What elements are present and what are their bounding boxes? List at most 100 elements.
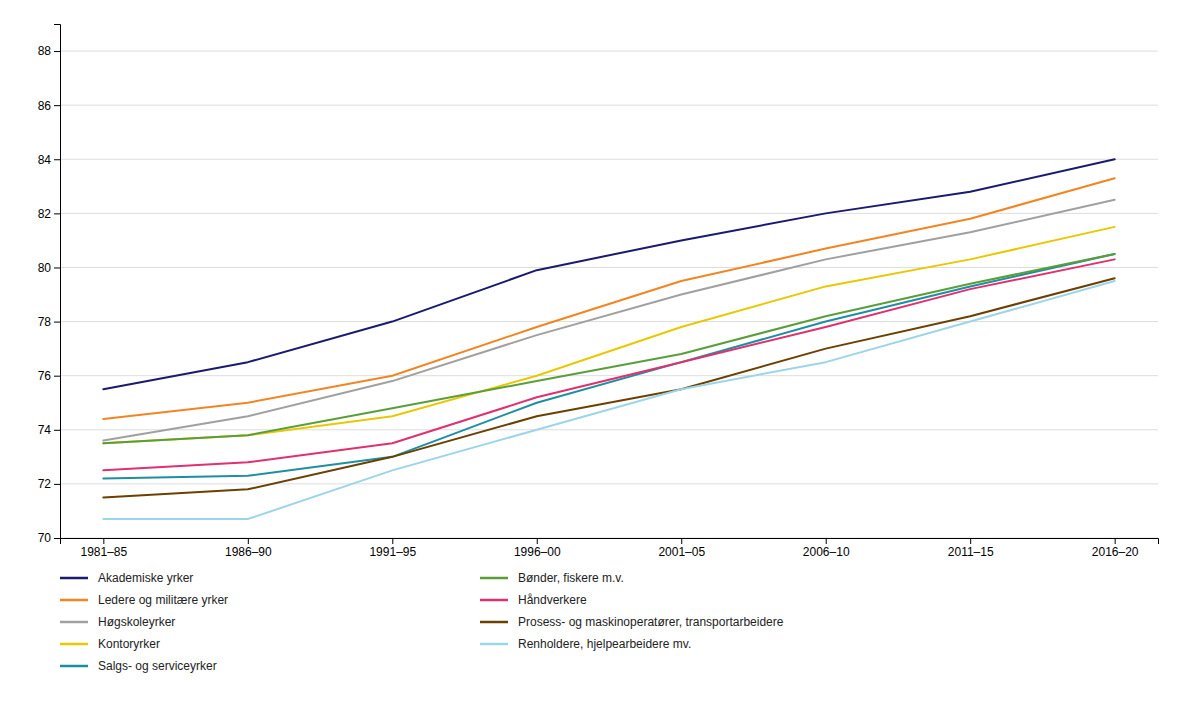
- legend-label: Salgs- og serviceyrker: [98, 659, 217, 673]
- y-tick: 76: [38, 369, 60, 383]
- x-tick: 2011–15: [948, 538, 994, 559]
- y-tick-mark: [54, 376, 60, 377]
- grid-line: [60, 429, 1158, 430]
- y-tick: 86: [38, 98, 60, 112]
- y-tick: 78: [38, 315, 60, 329]
- y-tick-mark: [54, 538, 60, 539]
- x-tick: 1986–90: [225, 538, 272, 559]
- x-tick-label: 1981–85: [80, 545, 127, 559]
- y-tick-mark: [54, 322, 60, 323]
- plot: 70 72 74 76 78 80 82 84 86 88 1981–85 1986–90 1991–9…: [38, 25, 1159, 559]
- y-axis: 70 72 74 76 78 80 82 84 86 88: [38, 25, 61, 546]
- series-line: [103, 278, 1114, 497]
- legend-swatch: [60, 643, 88, 646]
- y-tick-mark: [54, 484, 60, 485]
- y-tick-label: 86: [38, 98, 52, 112]
- legend-label: Håndverkere: [518, 593, 587, 607]
- y-tick-mark: [54, 267, 60, 268]
- legend-label: Høgskoleyrker: [98, 615, 175, 629]
- y-tick-label: 76: [38, 369, 52, 383]
- x-tick-label: 1986–90: [225, 545, 272, 559]
- legend: Akademiske yrker Ledere og militære yrker…: [60, 571, 784, 673]
- y-tick: 74: [38, 423, 60, 437]
- legend-item: Høgskoleyrker: [60, 615, 175, 629]
- y-tick-label: 82: [38, 207, 52, 221]
- legend-label: Renholdere, hjelpearbeidere mv.: [518, 637, 691, 651]
- x-tick-label: 2016–20: [1092, 545, 1139, 559]
- y-tick: 88: [38, 44, 60, 58]
- legend-swatch: [60, 577, 88, 580]
- y-tick-label: 84: [38, 153, 52, 167]
- x-tick-label: 1991–95: [369, 545, 416, 559]
- legend-swatch: [60, 621, 88, 624]
- legend-swatch: [60, 665, 88, 668]
- grid-line: [60, 321, 1158, 322]
- legend-label: Kontoryrker: [98, 637, 160, 651]
- series-line: [103, 200, 1114, 441]
- x-tick-label: 2001–05: [658, 545, 705, 559]
- y-tick-label: 72: [38, 477, 52, 491]
- x-tick-mark: [681, 538, 682, 544]
- y-tick-mark: [54, 105, 60, 106]
- legend-label: Akademiske yrker: [98, 571, 193, 585]
- grid-line: [60, 51, 1158, 52]
- legend-label: Bønder, fiskere m.v.: [518, 571, 624, 585]
- x-tick: 2016–20: [1092, 538, 1139, 559]
- x-tick-label: 1996–00: [514, 545, 561, 559]
- lines: [103, 159, 1114, 519]
- y-tick-label: 80: [38, 261, 52, 275]
- chart: 70 72 74 76 78 80 82 84 86 88 1981–85 1986–90 1991–9…: [0, 0, 1198, 708]
- y-tick: 72: [38, 477, 60, 491]
- y-tick-label: 88: [38, 44, 52, 58]
- series-line: [103, 254, 1114, 443]
- grid: [60, 51, 1158, 538]
- legend-swatch: [60, 599, 88, 602]
- x-axis: 1981–85 1986–90 1991–95 1996–00 2001–05 2006–…: [61, 538, 1159, 559]
- y-tick-mark: [54, 51, 60, 52]
- series-line: [103, 159, 1114, 389]
- legend-item: Akademiske yrker: [60, 571, 193, 585]
- x-axis-line: [61, 539, 1159, 545]
- legend-item: Håndverkere: [480, 593, 587, 607]
- legend-label: Prosess- og maskinoperatører, transporta…: [518, 615, 784, 629]
- y-tick-label: 70: [38, 531, 52, 545]
- x-tick-mark: [537, 538, 538, 544]
- grid-line: [60, 105, 1158, 106]
- grid-line: [60, 483, 1158, 484]
- x-tick: 2006–10: [803, 538, 850, 559]
- y-tick: 70: [38, 531, 60, 545]
- series-line: [103, 227, 1114, 443]
- y-tick-label: 74: [38, 423, 52, 437]
- legend-swatch: [480, 599, 508, 602]
- legend-swatch: [480, 577, 508, 580]
- y-tick-mark: [54, 213, 60, 214]
- legend-item: Renholdere, hjelpearbeidere mv.: [480, 637, 691, 651]
- legend-item: Kontoryrker: [60, 637, 160, 651]
- legend-swatch: [480, 621, 508, 624]
- y-tick: 80: [38, 261, 60, 275]
- grid-line: [60, 375, 1158, 376]
- x-tick: 1991–95: [369, 538, 416, 559]
- series-line: [103, 254, 1114, 479]
- y-tick-label: 78: [38, 315, 52, 329]
- legend-item: Bønder, fiskere m.v.: [480, 571, 624, 585]
- legend-item: Prosess- og maskinoperatører, transporta…: [480, 615, 784, 629]
- grid-line: [60, 267, 1158, 268]
- legend-item: Salgs- og serviceyrker: [60, 659, 217, 673]
- y-tick: 84: [38, 153, 60, 167]
- x-tick: 1996–00: [514, 538, 561, 559]
- x-tick: 1981–85: [80, 538, 127, 559]
- x-tick-mark: [826, 538, 827, 544]
- y-tick-mark: [54, 159, 60, 160]
- x-tick-mark: [103, 538, 104, 544]
- x-tick-mark: [1115, 538, 1116, 544]
- x-tick: 2001–05: [658, 538, 705, 559]
- legend-item: Ledere og militære yrker: [60, 593, 228, 607]
- y-tick-mark: [54, 430, 60, 431]
- x-tick-label: 2011–15: [948, 545, 994, 559]
- legend-label: Ledere og militære yrker: [98, 593, 228, 607]
- legend-swatch: [480, 643, 508, 646]
- x-tick-label: 2006–10: [803, 545, 850, 559]
- y-tick: 82: [38, 207, 60, 221]
- x-tick-mark: [970, 538, 971, 544]
